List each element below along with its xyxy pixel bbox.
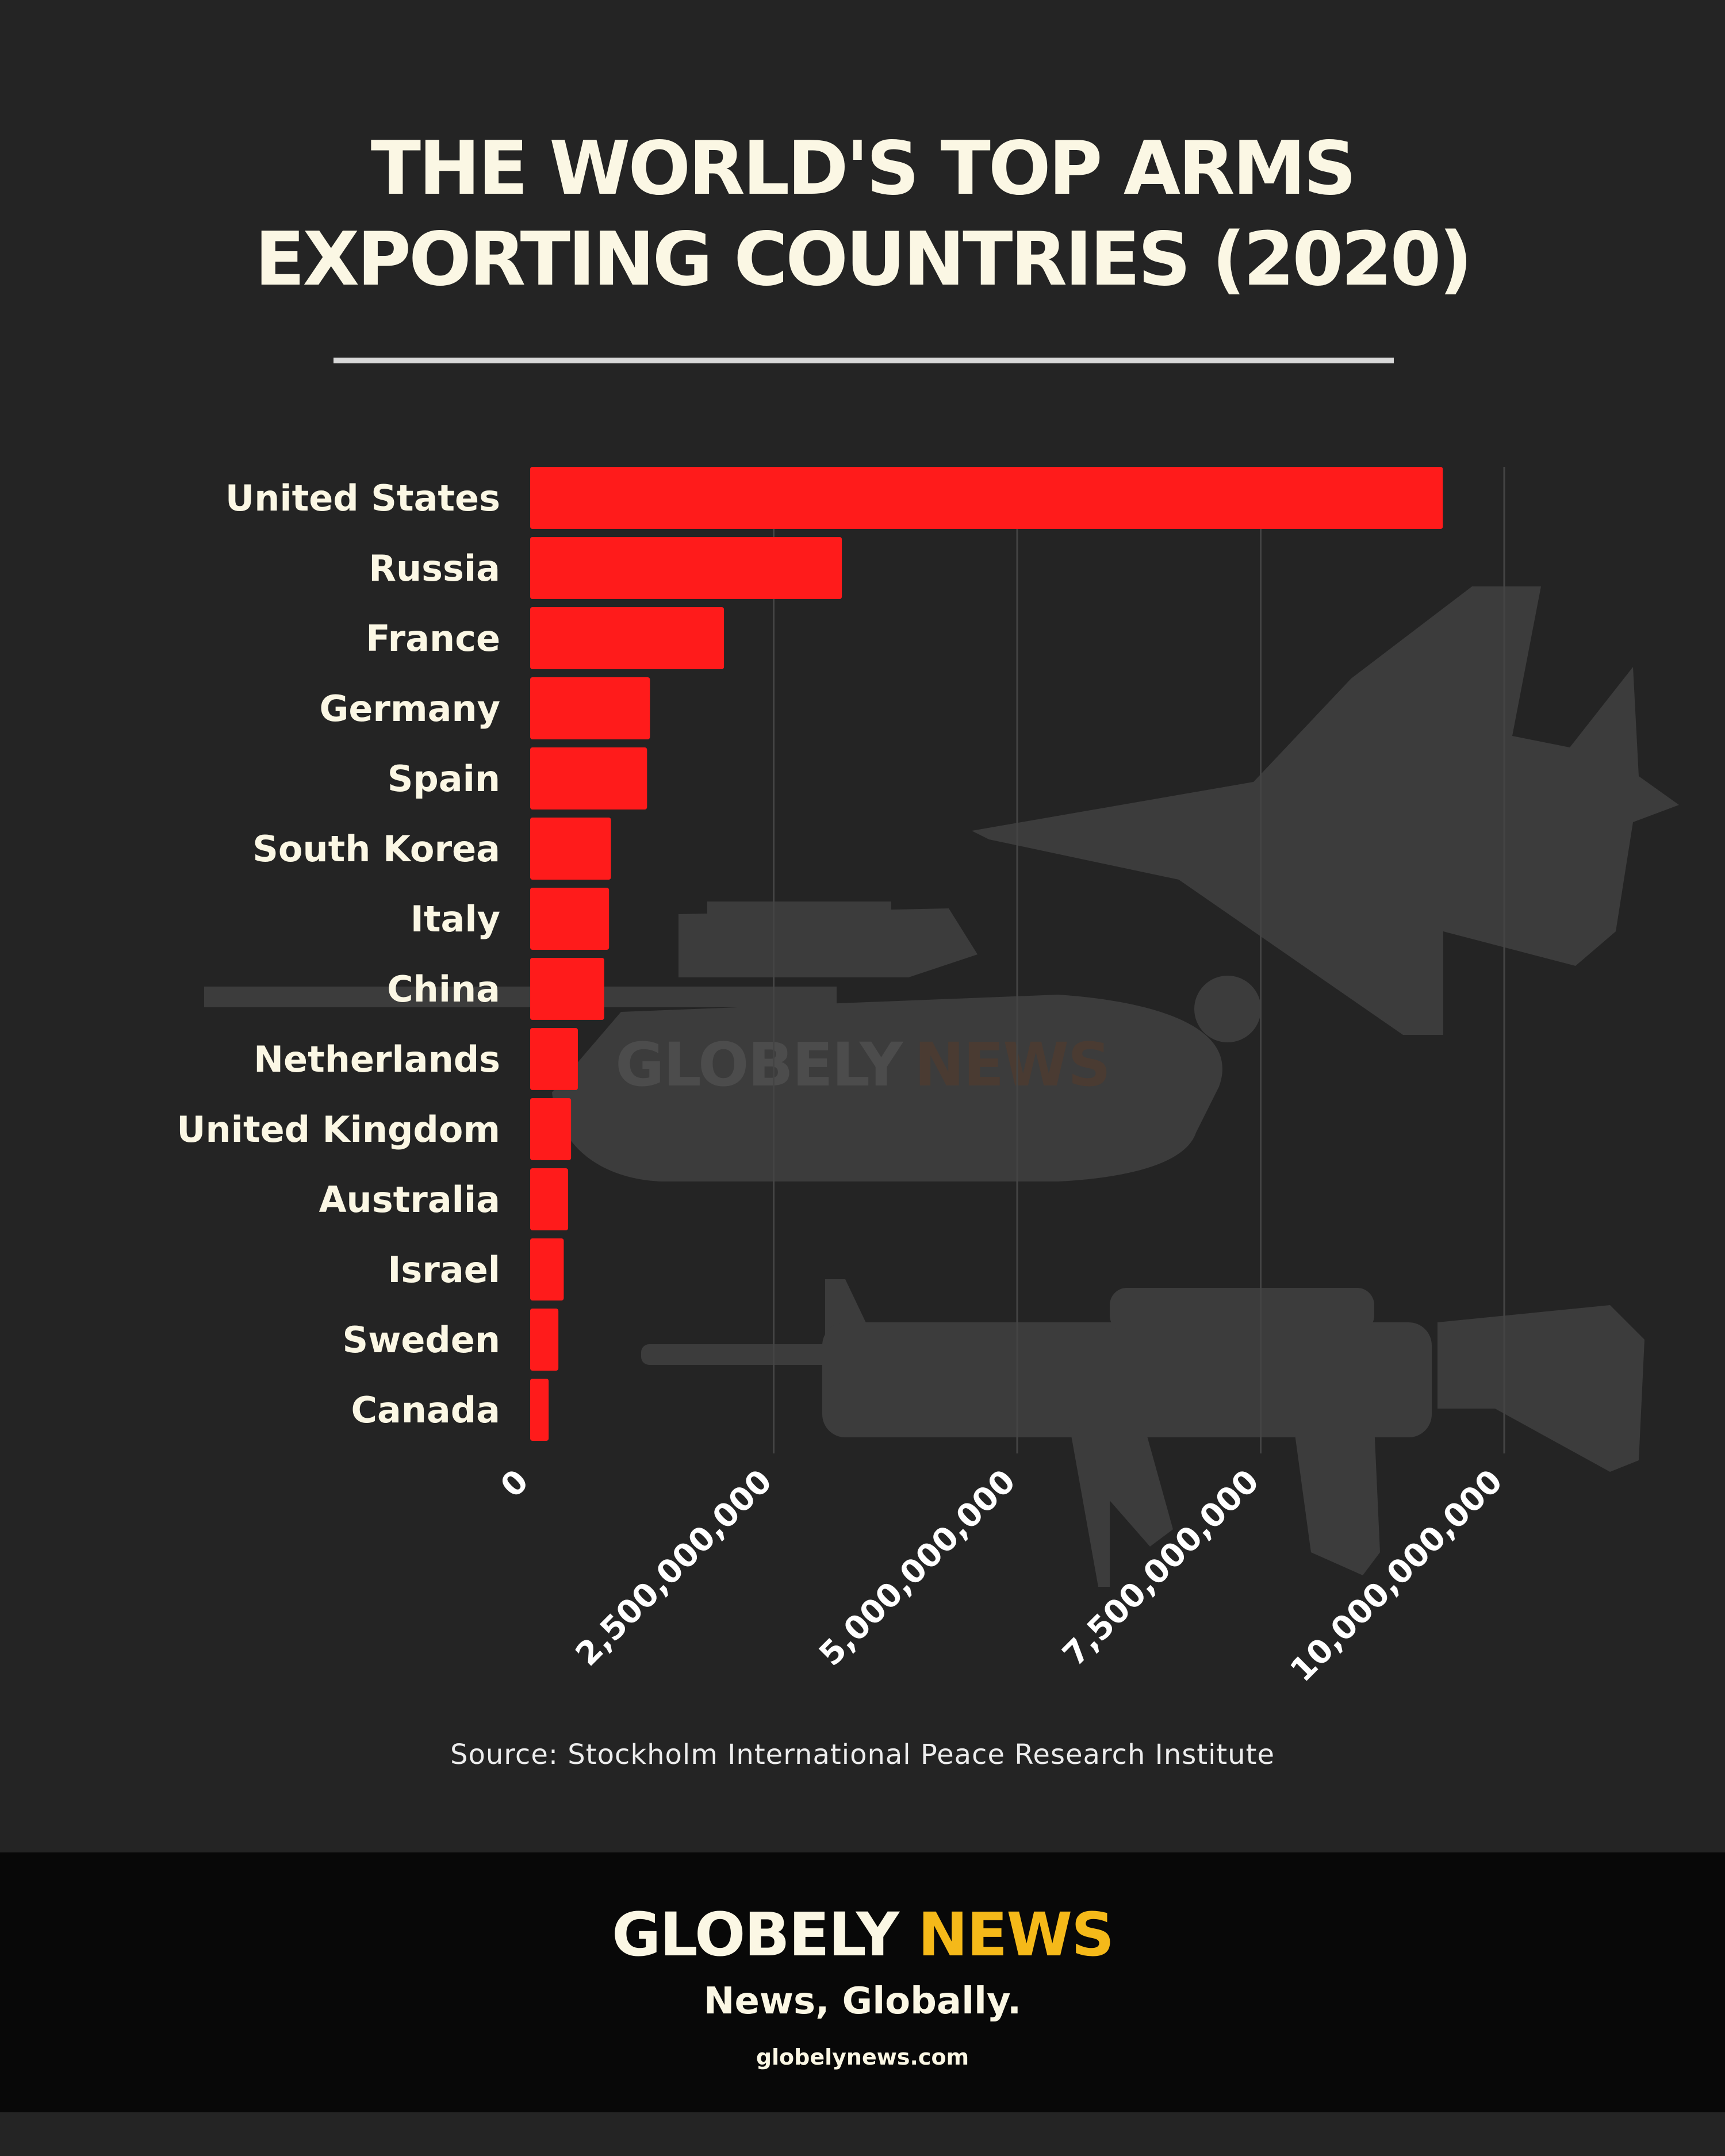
bar [530,1309,559,1371]
bar [530,677,650,739]
tank-icon [204,901,1261,1181]
chart-title-line-2: EXPORTING COUNTRIES (2020) [255,217,1473,302]
fighter-jet-icon [972,586,1679,1035]
y-axis-label: Canada [351,1389,500,1431]
bar [530,747,647,810]
x-axis-tick-label: 0 [493,1463,536,1505]
bar [530,1098,572,1160]
watermark-brand-part-1: GLOBELY [615,1030,904,1100]
bar [530,467,1443,529]
x-gridlines [773,467,1505,1453]
bar [530,1168,569,1230]
y-axis-label: United Kingdom [177,1108,500,1150]
y-axis-label: Spain [388,758,500,800]
x-axis-tick-label: 2,500,000,000 [569,1463,780,1674]
y-axis-label: Netherlands [254,1038,500,1080]
bar [530,537,842,599]
y-axis-label: France [366,617,500,659]
y-axis-label: Russia [369,547,500,589]
footer-tagline: News, Globally. [703,1980,1022,2023]
y-axis-label: Germany [319,688,500,730]
y-axis-label: Sweden [342,1319,500,1361]
footer-banner: GLOBELY NEWS News, Globally. globelynews… [0,1852,1725,2112]
footer-brand-part-2: NEWS [918,1900,1114,1970]
bar [530,607,724,669]
rifle-icon [641,1279,1644,1587]
y-axis-label: Italy [411,898,500,940]
bar-chart: GLOBELY NEWS United States Russia France Ger… [177,467,1679,1689]
background-silhouettes [204,586,1679,1587]
y-axis-label: Israel [388,1249,500,1291]
watermark-text: GLOBELY NEWS [615,1030,1110,1100]
watermark-brand-part-2: NEWS [914,1030,1110,1100]
chart-title: THE WORLD'S TOP ARMS EXPORTING COUNTRIES… [0,124,1725,305]
footer-brand-part-1: GLOBELY [612,1900,899,1970]
bars [530,467,1443,1441]
y-axis-label: United States [225,477,500,519]
bar [530,958,604,1020]
bar [530,818,611,880]
y-axis-label: China [387,968,500,1010]
bar [530,1028,578,1090]
y-axis-label: Australia [319,1179,500,1221]
y-axis-labels: United States Russia France Germany Spain Sou… [177,477,500,1431]
bar [530,888,610,950]
y-axis-label: South Korea [252,828,500,870]
bar [530,1379,549,1441]
source-note: Source: Stockholm International Peace Re… [450,1739,1275,1771]
x-axis-tick-label: 5,000,000,000 [812,1463,1023,1674]
chart-title-line-1: THE WORLD'S TOP ARMS [370,126,1356,212]
footer-url[interactable]: globelynews.com [756,2044,969,2070]
title-divider [334,358,1394,363]
footer-brand: GLOBELY NEWS [0,1900,1725,1970]
bar [530,1238,564,1300]
